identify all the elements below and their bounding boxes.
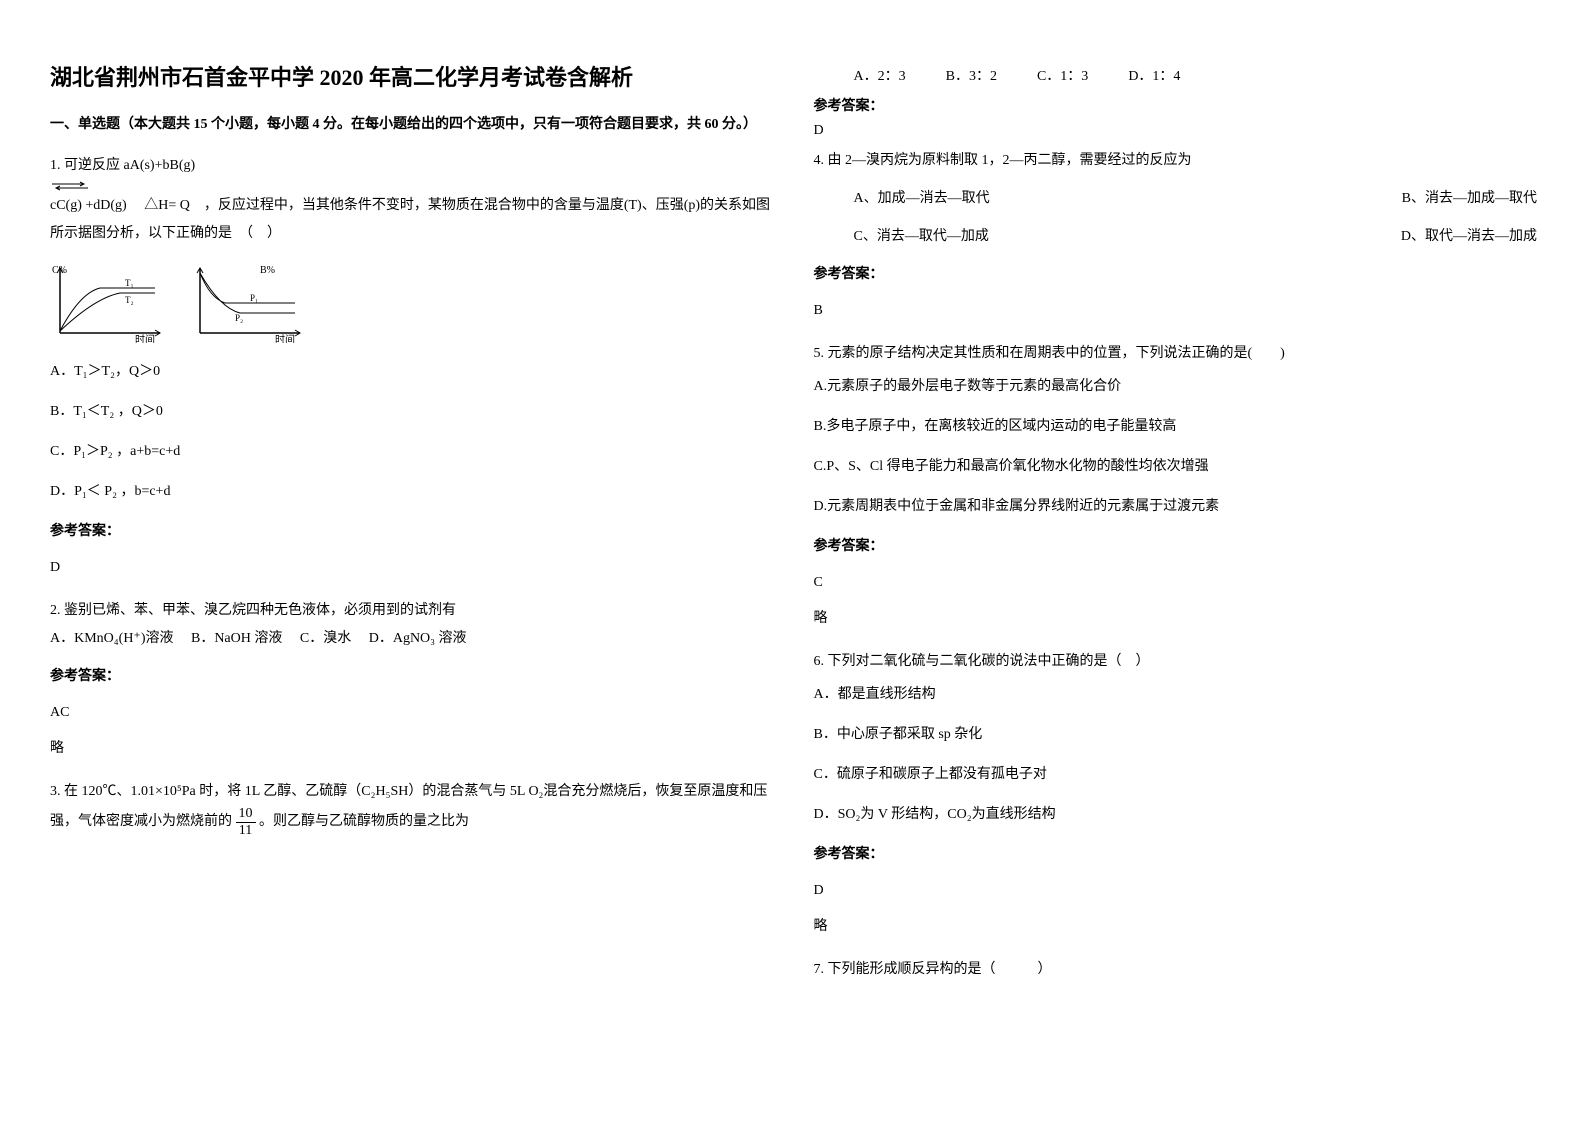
q4-options-row2: C、消去—取代—加成 D、取代—消去—加成 — [854, 223, 1538, 251]
q3-option-b: B．3：2 — [946, 65, 997, 85]
q1-text-a: 1. 可逆反应 aA(s)+bB(g) — [50, 158, 195, 173]
graph2-ylabel: B% — [260, 265, 275, 276]
q2-note: 略 — [50, 735, 774, 763]
q4-options-row1: A、加成—消去—取代 B、消去—加成—取代 — [854, 185, 1538, 213]
q2-text: 2. 鉴别已烯、苯、甲苯、溴乙烷四种无色液体，必须用到的试剂有 — [50, 597, 774, 625]
question-1: 1. 可逆反应 aA(s)+bB(g) cC(g) +dD(g) △H= Q ，… — [50, 152, 774, 582]
q5-text: 5. 元素的原子结构决定其性质和在周期表中的位置，下列说法正确的是( ) — [814, 340, 1538, 368]
q3-text: 3. 在 120℃、1.01×10⁵Pa 时，将 1L 乙醇、乙硫醇（C₂H₅S… — [50, 778, 774, 838]
graph2-p1-label: P₁ — [250, 293, 258, 303]
equilibrium-arrow-icon — [50, 180, 90, 192]
q4-answer: B — [814, 297, 1538, 325]
q3-frac-den: 11 — [236, 823, 256, 838]
question-4: 4. 由 2—溴丙烷为原料制取 1，2—丙二醇，需要经过的反应为 A、加成—消去… — [814, 147, 1538, 325]
q4-answer-label: 参考答案： — [814, 261, 1538, 289]
q3-options: A．2：3 B．3：2 C．1：3 D．1：4 — [854, 65, 1538, 85]
q2-option-b: B．NaOH 溶液 — [191, 631, 282, 646]
q5-option-b: B.多电子原子中，在离核较近的区域内运动的电子能量较高 — [814, 413, 1538, 441]
q2-answer-label: 参考答案： — [50, 663, 774, 691]
q2-option-c: C．溴水 — [300, 631, 351, 646]
q1-option-a: A．T₁＞T₂，Q＞0 — [50, 358, 774, 386]
graph1-xlabel: 时间 — [135, 333, 155, 343]
q3-option-d: D．1：4 — [1128, 65, 1180, 85]
question-7: 7. 下列能形成顺反异构的是（ ） — [814, 956, 1538, 984]
q1-graph-2: B% P₁ P₂ 时间 — [190, 263, 310, 343]
q5-options: A.元素原子的最外层电子数等于元素的最高化合价 B.多电子原子中，在离核较近的区… — [814, 373, 1538, 521]
q1-graph-1: C% T₁ T₂ 时间 — [50, 263, 170, 343]
q5-note: 略 — [814, 605, 1538, 633]
q4-text: 4. 由 2—溴丙烷为原料制取 1，2—丙二醇，需要经过的反应为 — [814, 147, 1538, 175]
page-title: 湖北省荆州市石首金平中学 2020 年高二化学月考试卷含解析 — [50, 60, 774, 92]
q5-option-a: A.元素原子的最外层电子数等于元素的最高化合价 — [814, 373, 1538, 401]
question-5: 5. 元素的原子结构决定其性质和在周期表中的位置，下列说法正确的是( ) A.元… — [814, 340, 1538, 633]
q7-text: 7. 下列能形成顺反异构的是（ ） — [814, 956, 1538, 984]
q1-option-b: B．T₁＜T₂ ，Q＞0 — [50, 398, 774, 426]
q3-text-b: 。则乙醇与乙硫醇物质的量之比为 — [259, 814, 469, 829]
q2-answer: AC — [50, 699, 774, 727]
q5-option-c: C.P、S、Cl 得电子能力和最高价氧化物水化物的酸性均依次增强 — [814, 453, 1538, 481]
question-2: 2. 鉴别已烯、苯、甲苯、溴乙烷四种无色液体，必须用到的试剂有 A．KMnO₄(… — [50, 597, 774, 763]
q2-option-a: A．KMnO₄(H⁺)溶液 — [50, 631, 173, 646]
q6-option-b: B．中心原子都采取 sp 杂化 — [814, 721, 1538, 749]
q5-option-d: D.元素周期表中位于金属和非金属分界线附近的元素属于过渡元素 — [814, 493, 1538, 521]
graph1-t1-label: T₁ — [125, 278, 134, 288]
q3-answer-label: 参考答案： — [814, 95, 1538, 115]
graph2-p2-label: P₂ — [235, 313, 243, 323]
q3-frac-num: 10 — [236, 806, 256, 822]
left-column: 湖北省荆州市石首金平中学 2020 年高二化学月考试卷含解析 一、单选题（本大题… — [50, 60, 774, 999]
graph1-t2-label: T₂ — [125, 295, 134, 305]
q6-answer-label: 参考答案： — [814, 841, 1538, 869]
q4-option-b: B、消去—加成—取代 — [1402, 185, 1537, 213]
q3-option-a: A．2：3 — [854, 65, 906, 85]
q6-note: 略 — [814, 913, 1538, 941]
q6-option-a: A．都是直线形结构 — [814, 681, 1538, 709]
q2-option-d: D．AgNO₃ 溶液 — [369, 631, 467, 646]
q3-answer: D — [814, 123, 1538, 139]
right-column: A．2：3 B．3：2 C．1：3 D．1：4 参考答案： D 4. 由 2—溴… — [814, 60, 1538, 999]
q2-options: A．KMnO₄(H⁺)溶液 B．NaOH 溶液 C．溴水 D．AgNO₃ 溶液 — [50, 625, 774, 653]
q1-option-d: D．P₁＜ P₂ ，b=c+d — [50, 478, 774, 506]
question-6: 6. 下列对二氧化硫与二氧化碳的说法中正确的是（ ） A．都是直线形结构 B．中… — [814, 648, 1538, 941]
graph2-xlabel: 时间 — [275, 333, 295, 343]
q1-text: 1. 可逆反应 aA(s)+bB(g) cC(g) +dD(g) △H= Q ，… — [50, 152, 774, 248]
question-3: 3. 在 120℃、1.01×10⁵Pa 时，将 1L 乙醇、乙硫醇（C₂H₅S… — [50, 778, 774, 838]
q4-option-c: C、消去—取代—加成 — [854, 223, 989, 251]
q4-option-a: A、加成—消去—取代 — [854, 185, 990, 213]
q6-answer: D — [814, 877, 1538, 905]
q1-options: A．T₁＞T₂，Q＞0 B．T₁＜T₂ ，Q＞0 C．P₁＞P₂ ，a+b=c+… — [50, 358, 774, 506]
q1-graphs: C% T₁ T₂ 时间 B% — [50, 263, 774, 343]
q5-answer: C — [814, 569, 1538, 597]
q3-fraction: 10 11 — [236, 806, 256, 838]
q4-option-d: D、取代—消去—加成 — [1401, 223, 1537, 251]
exam-page: 湖北省荆州市石首金平中学 2020 年高二化学月考试卷含解析 一、单选题（本大题… — [50, 60, 1537, 999]
q6-option-c: C．硫原子和碳原子上都没有孤电子对 — [814, 761, 1538, 789]
q6-options: A．都是直线形结构 B．中心原子都采取 sp 杂化 C．硫原子和碳原子上都没有孤… — [814, 681, 1538, 829]
section-intro: 一、单选题（本大题共 15 个小题，每小题 4 分。在每小题给出的四个选项中，只… — [50, 112, 774, 137]
q1-answer-label: 参考答案： — [50, 518, 774, 546]
q1-text-b: cC(g) +dD(g) △H= Q ，反应过程中，当其他条件不变时，某物质在混… — [50, 198, 770, 241]
q5-answer-label: 参考答案： — [814, 533, 1538, 561]
q6-text: 6. 下列对二氧化硫与二氧化碳的说法中正确的是（ ） — [814, 648, 1538, 676]
q1-answer: D — [50, 554, 774, 582]
q3-option-c: C．1：3 — [1037, 65, 1088, 85]
q6-option-d: D．SO₂为 V 形结构，CO₂为直线形结构 — [814, 801, 1538, 829]
q1-option-c: C．P₁＞P₂ ，a+b=c+d — [50, 438, 774, 466]
